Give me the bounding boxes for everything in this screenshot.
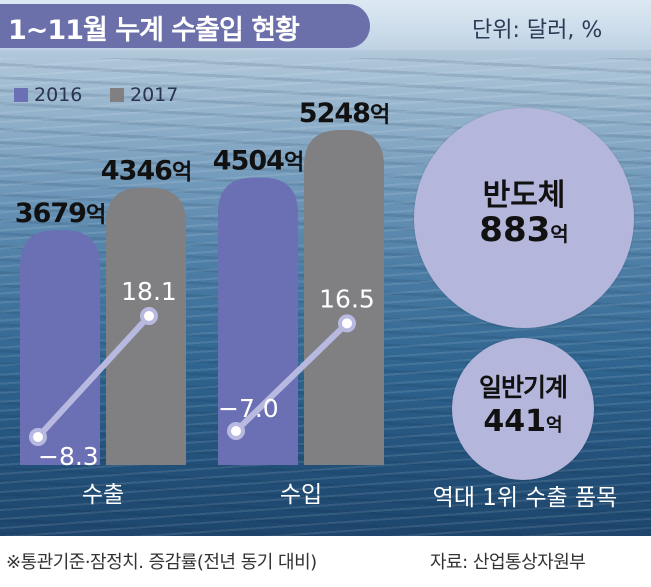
legend-swatch-2016 xyxy=(14,88,28,102)
bar-value-label-2016-1: 4504억 xyxy=(213,145,303,176)
footer-note: ※통관기준·잠정치. 증감률(전년 동기 대비) xyxy=(6,552,317,573)
bar-2016-0 xyxy=(20,230,100,465)
legend-label-2016: 2016 xyxy=(34,84,83,106)
bar-value-label-2016-0: 3679억 xyxy=(15,198,105,229)
growth-label-to-0: 18.1 xyxy=(121,277,177,306)
bubble-semiconductor-unit: 억 xyxy=(550,222,569,246)
bar-value-label-2017-0: 4346억 xyxy=(101,156,191,187)
growth-point-to-0 xyxy=(140,307,158,325)
footer: ※통관기준·잠정치. 증감률(전년 동기 대비) 자료: 산업통상자원부 xyxy=(0,536,651,587)
bubble-machinery-value: 441 xyxy=(483,404,547,439)
bar-2017-1 xyxy=(304,130,384,465)
growth-label-from-1: −7.0 xyxy=(218,394,279,423)
top-items-label: 역대 1위 수출 품목 xyxy=(432,485,618,511)
bubble-machinery-name: 일반기계 xyxy=(478,373,568,402)
legend-swatch-2017 xyxy=(110,88,124,102)
footer-source: 자료: 산업통상자원부 xyxy=(430,552,586,573)
chart-title: 1~11월 누계 수출입 현황 xyxy=(8,15,300,46)
bubble-machinery: 일반기계 441억 xyxy=(452,338,594,480)
bar-2017-0 xyxy=(106,187,186,465)
bubble-semiconductor-value: 883 xyxy=(479,210,551,250)
bubble-semiconductor-name: 반도체 xyxy=(482,178,566,213)
unit-label: 단위: 달러, % xyxy=(472,18,603,43)
legend-label-2017: 2017 xyxy=(130,84,179,106)
title-bar: 1~11월 누계 수출입 현황 단위: 달러, % xyxy=(0,0,651,50)
bubble-machinery-value-row: 441억 xyxy=(452,404,594,439)
category-label-1: 수입 xyxy=(280,482,322,508)
bubble-semiconductor-value-row: 883억 xyxy=(414,210,634,250)
bar-value-label-2017-1: 5248억 xyxy=(299,98,389,129)
growth-label-from-0: −8.3 xyxy=(38,442,99,471)
bubble-semiconductor: 반도체 883억 xyxy=(414,108,634,328)
growth-line-1 xyxy=(233,321,350,434)
category-label-0: 수출 xyxy=(82,482,124,508)
growth-point-to-1 xyxy=(338,314,356,333)
title-pill xyxy=(0,4,370,48)
growth-line-0 xyxy=(35,313,152,440)
bubble-machinery-unit: 억 xyxy=(546,415,563,436)
growth-label-to-1: 16.5 xyxy=(319,284,375,313)
growth-point-from-1 xyxy=(227,422,245,441)
growth-point-from-0 xyxy=(29,428,47,446)
